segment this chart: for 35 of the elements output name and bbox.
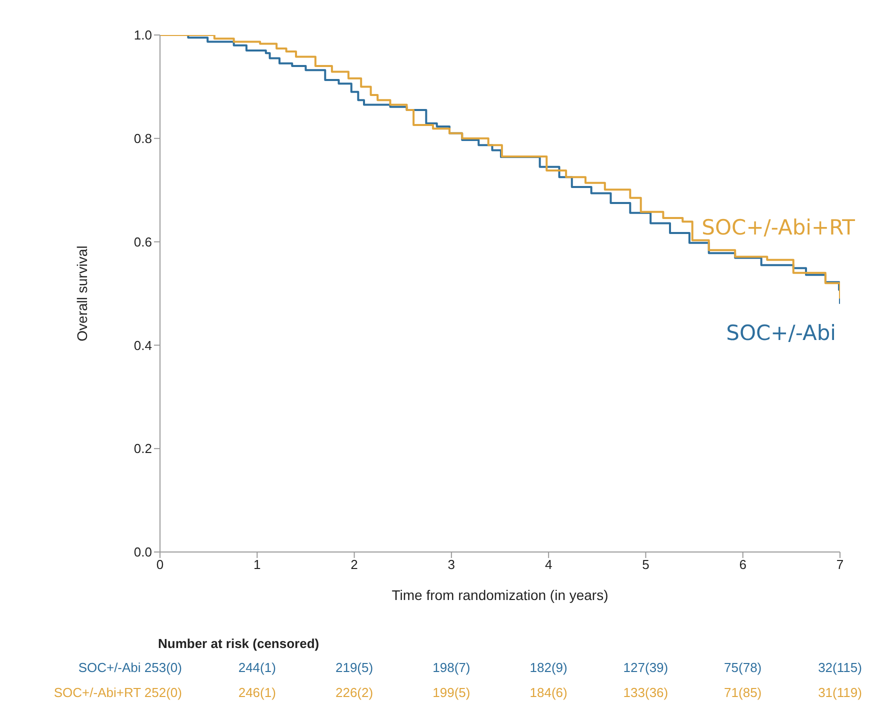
text: SOC+/-Abi+RT 252(0) [54,685,182,700]
text: 75(78) [724,660,762,675]
text: 133(36) [623,685,668,700]
y-tick-label: 0.8 [134,131,152,146]
series-label: SOC+/-Abi+RT [702,216,856,240]
x-tick-label: 2 [350,557,358,572]
text: 182(9) [530,660,568,675]
y-tick-label: 0.4 [134,338,152,353]
text: 198(7) [432,660,470,675]
x-tick-label: 3 [448,557,456,572]
text: 219(5) [335,660,374,675]
x-tick-label: 4 [544,557,552,572]
text: 127(39) [623,660,668,675]
y-tick-label: 0.0 [134,544,152,560]
x-tick-label: 5 [642,557,650,572]
x-tick-label: 7 [836,557,844,572]
y-tick-label: 0.2 [134,441,152,456]
x-axis-title: Time from randomization (in years) [392,587,608,603]
y-tick-label: 0.6 [134,234,152,250]
y-axis-title: Overall survival [74,246,90,342]
text: 199(5) [432,685,470,700]
x-tick-label: 0 [156,557,164,572]
y-tick-label: 1.0 [134,28,152,43]
series-label: SOC+/-Abi [726,320,836,345]
text: 71(85) [724,685,762,700]
x-tick-label: 1 [254,557,261,572]
text: 244(1) [238,660,276,675]
text: 32(115) [818,660,862,675]
text: 184(6) [530,685,568,700]
text: 226(2) [335,685,374,700]
text: Number at risk (censored) [158,636,320,651]
x-tick-label: 6 [739,557,746,572]
text: 31(119) [818,685,862,700]
text: SOC+/-Abi 253(0) [78,660,182,675]
text: 246(1) [238,685,276,700]
